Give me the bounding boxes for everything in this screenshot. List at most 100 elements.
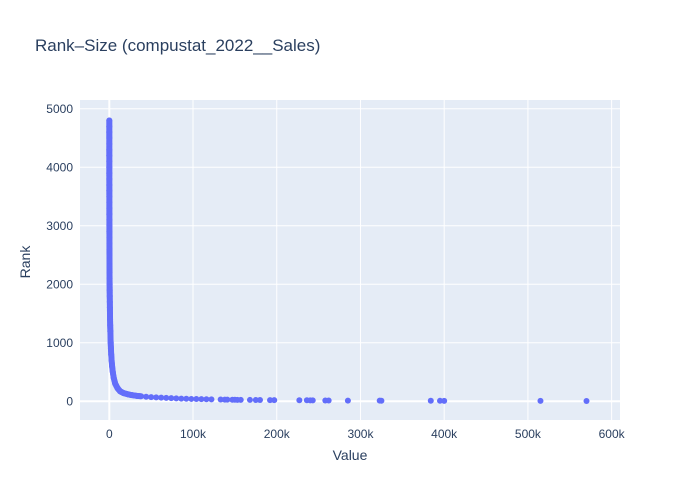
data-point (178, 395, 185, 402)
data-point (193, 396, 200, 403)
data-point (106, 135, 113, 142)
data-point (106, 158, 113, 165)
data-point (344, 397, 351, 404)
data-point (296, 397, 303, 404)
x-tick-label: 500k (515, 427, 542, 441)
data-point (106, 193, 113, 200)
y-axis-label: Rank (17, 245, 33, 279)
data-point (106, 240, 113, 247)
data-point (110, 374, 117, 381)
data-point (252, 396, 259, 403)
y-tick-label: 3000 (46, 219, 73, 233)
data-point (106, 298, 113, 305)
plot-area (80, 100, 620, 420)
data-point (108, 357, 115, 364)
data-point (106, 175, 113, 182)
data-point (106, 228, 113, 235)
data-point (441, 397, 448, 404)
data-point (107, 333, 114, 340)
data-point (109, 363, 116, 370)
data-point (106, 170, 113, 177)
data-point (106, 140, 113, 147)
data-point (106, 123, 113, 130)
y-axis-ticks: 0 1000 2000 3000 4000 5000 (46, 102, 73, 409)
data-point (106, 205, 113, 212)
data-point (106, 187, 113, 194)
data-point (106, 287, 113, 294)
data-point (203, 396, 210, 403)
data-point (309, 397, 316, 404)
data-point (378, 397, 385, 404)
data-point (106, 146, 113, 153)
data-point (106, 129, 113, 136)
data-point (106, 281, 113, 288)
data-point (106, 152, 113, 159)
data-point (106, 181, 113, 188)
data-point (106, 269, 113, 276)
data-point (437, 397, 443, 404)
data-point (106, 211, 113, 218)
data-point (198, 396, 205, 403)
data-point (106, 252, 113, 259)
data-point (208, 396, 215, 403)
scatter-points (106, 117, 590, 404)
data-point (173, 395, 180, 402)
data-point (106, 275, 113, 282)
x-tick-label: 600k (599, 427, 626, 441)
data-point (183, 395, 190, 402)
data-point (106, 199, 113, 206)
data-point (246, 396, 253, 403)
data-point (106, 164, 113, 171)
data-point (138, 393, 145, 400)
x-tick-label: 100k (180, 427, 207, 441)
data-point (106, 222, 113, 229)
chart-title: Rank–Size (compustat_2022__Sales) (35, 36, 320, 55)
data-point (106, 117, 113, 124)
x-axis-label: Value (333, 447, 368, 463)
data-point (106, 257, 113, 264)
data-point (257, 397, 263, 404)
data-point (267, 397, 274, 404)
data-point (109, 369, 116, 376)
y-tick-label: 2000 (46, 277, 73, 291)
y-tick-label: 4000 (46, 160, 73, 174)
data-point (108, 351, 115, 358)
data-point (153, 394, 160, 401)
x-tick-label: 200k (264, 427, 291, 441)
data-point (106, 263, 113, 270)
data-point (325, 397, 332, 404)
data-point (107, 339, 114, 346)
data-point (106, 246, 113, 253)
data-point (107, 345, 114, 352)
x-tick-label: 400k (431, 427, 458, 441)
data-point (106, 310, 113, 317)
y-gridlines (80, 108, 620, 403)
data-point (106, 304, 113, 311)
data-point (128, 392, 135, 399)
data-point (106, 292, 113, 299)
data-point (537, 397, 544, 404)
data-point (107, 322, 114, 329)
data-point (112, 380, 119, 387)
data-point (148, 394, 155, 401)
data-point (583, 397, 590, 404)
y-tick-label: 0 (66, 394, 73, 408)
data-point (107, 316, 114, 323)
data-point (224, 396, 231, 403)
data-point (217, 396, 224, 403)
data-point (168, 395, 175, 402)
data-point (106, 216, 113, 223)
x-axis-ticks: 0 100k 200k 300k 400k 500k 600k (106, 427, 626, 441)
x-tick-label: 300k (347, 427, 374, 441)
x-tick-label: 0 (106, 427, 113, 441)
data-point (158, 394, 165, 401)
y-tick-label: 1000 (46, 336, 73, 350)
data-point (106, 234, 113, 241)
data-point (271, 397, 278, 404)
data-point (237, 396, 244, 403)
data-point (143, 393, 150, 400)
data-point (163, 394, 170, 401)
data-point (107, 328, 114, 335)
